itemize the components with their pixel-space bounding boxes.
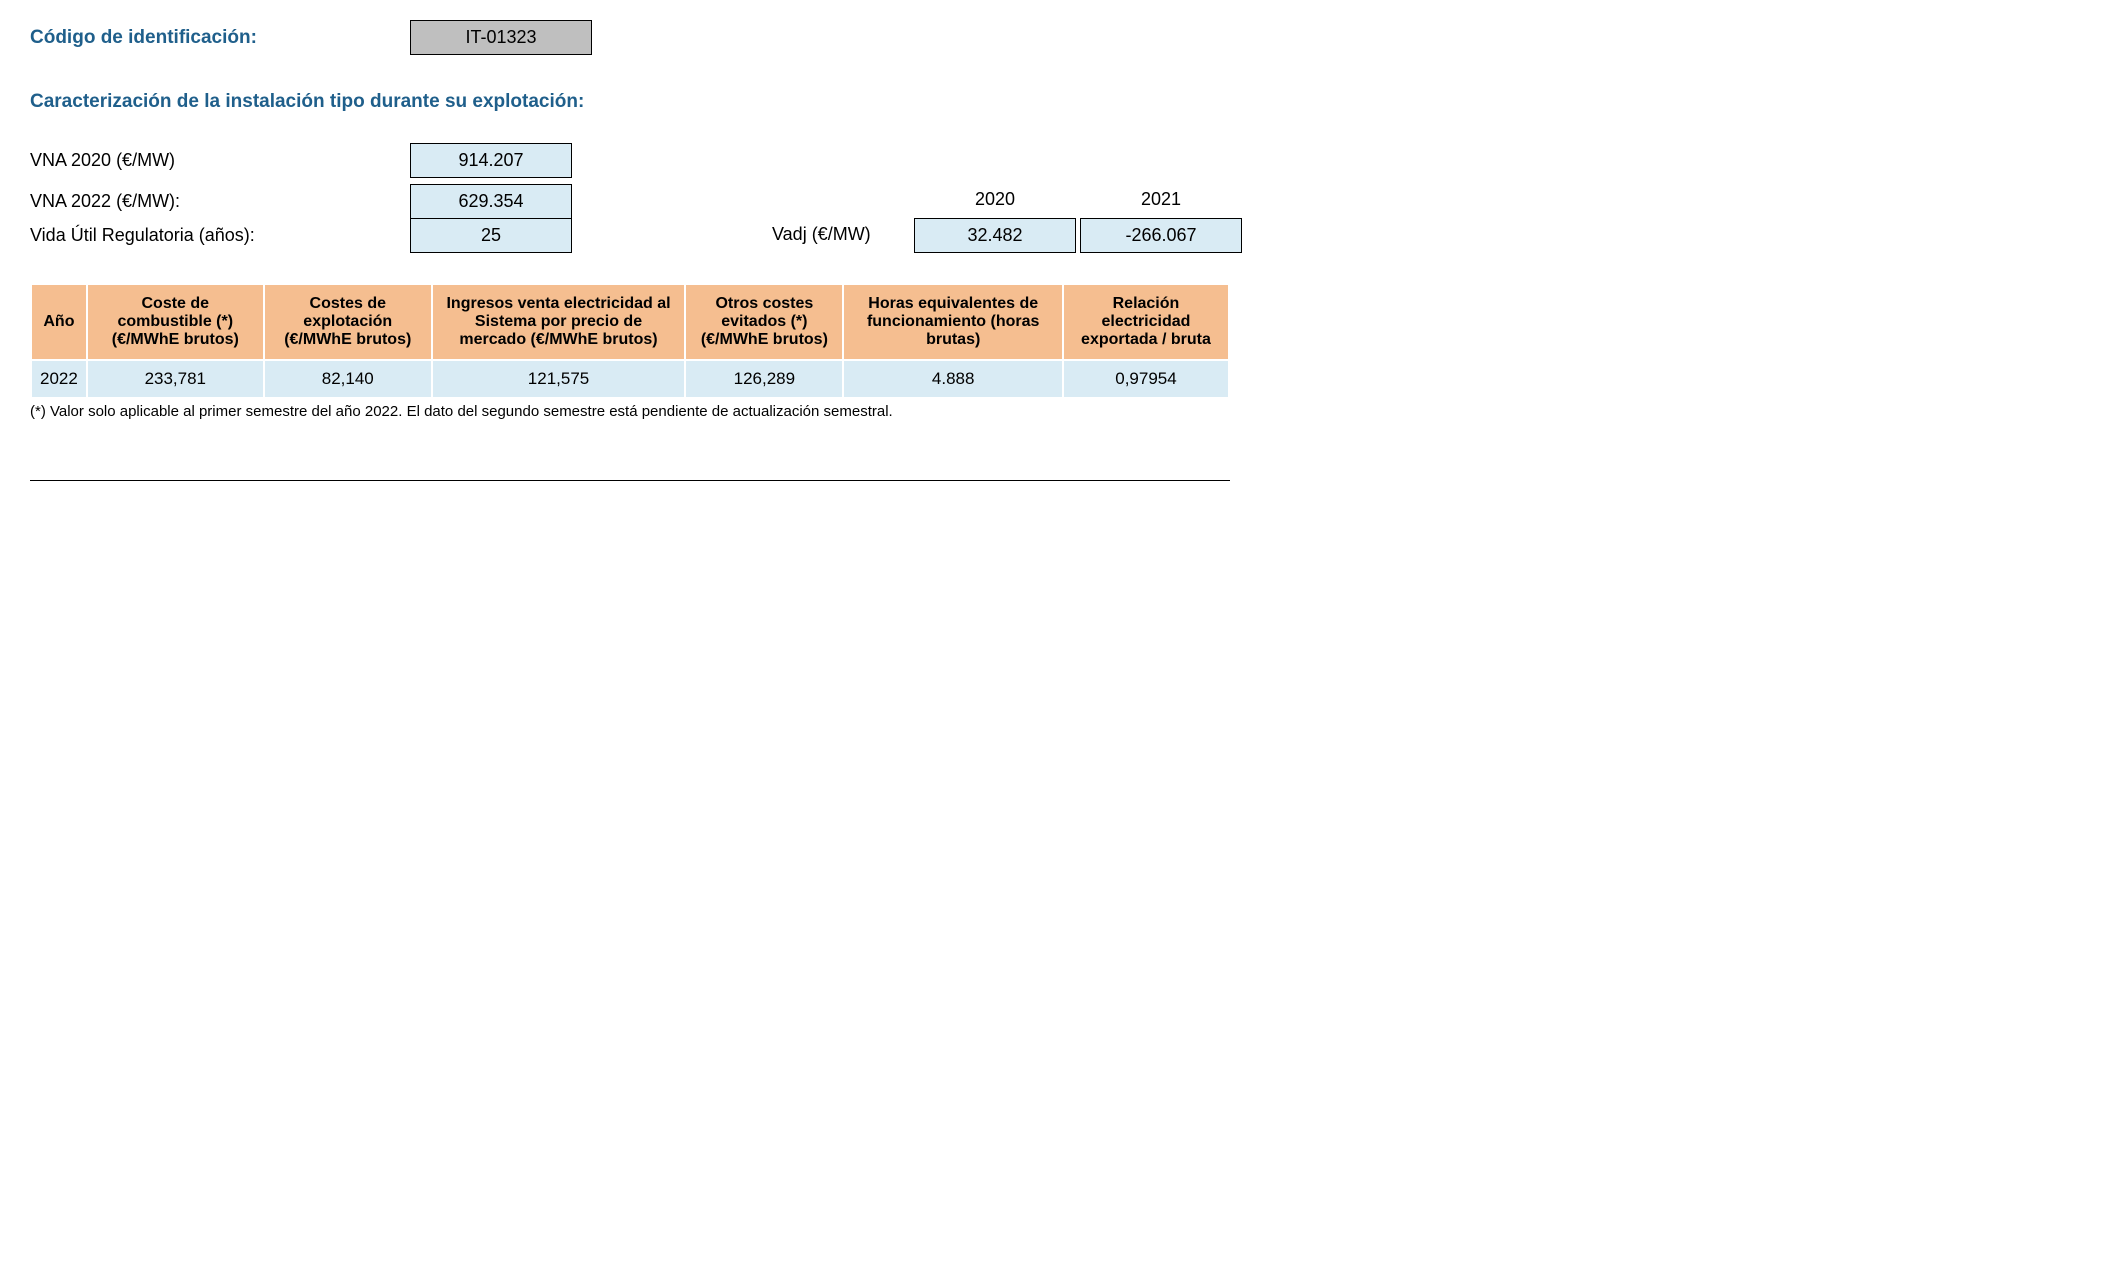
code-row: Código de identificación: IT-01323 bbox=[30, 20, 2096, 55]
vna2020-row: VNA 2020 (€/MW) 914.207 bbox=[30, 143, 2096, 178]
vadj-year-1: 2021 bbox=[1081, 189, 1241, 210]
table-header-cell: Relación electricidad exportada / bruta bbox=[1063, 284, 1229, 360]
vadj-value-1: -266.067 bbox=[1080, 218, 1242, 253]
table-cell: 82,140 bbox=[264, 360, 432, 398]
vna2020-label: VNA 2020 (€/MW) bbox=[30, 150, 410, 171]
vadj-value-0: 32.482 bbox=[914, 218, 1076, 253]
table-cell: 233,781 bbox=[87, 360, 264, 398]
vadj-year-0: 2020 bbox=[915, 189, 1075, 210]
footnote: (*) Valor solo aplicable al primer semes… bbox=[30, 403, 2096, 420]
data-table: Año Coste de combustible (*) (€/MWhE bru… bbox=[30, 283, 1230, 399]
vadj-col-1: 2021 -266.067 bbox=[1080, 189, 1242, 253]
vna2022-label: VNA 2022 (€/MW): bbox=[30, 191, 410, 212]
separator-line bbox=[30, 480, 1230, 481]
table-header-cell: Año bbox=[31, 284, 87, 360]
vida-label: Vida Útil Regulatoria (años): bbox=[30, 225, 410, 246]
table-cell: 0,97954 bbox=[1063, 360, 1229, 398]
table-row: 2022 233,781 82,140 121,575 126,289 4.88… bbox=[31, 360, 1229, 398]
table-cell: 121,575 bbox=[432, 360, 686, 398]
table-header-cell: Coste de combustible (*) (€/MWhE brutos) bbox=[87, 284, 264, 360]
vida-value: 25 bbox=[410, 218, 572, 253]
vadj-label: Vadj (€/MW) bbox=[772, 224, 902, 253]
vna2022-value: 629.354 bbox=[410, 184, 572, 218]
table-header-cell: Costes de explotación (€/MWhE brutos) bbox=[264, 284, 432, 360]
table-header-cell: Ingresos venta electricidad al Sistema p… bbox=[432, 284, 686, 360]
table-cell: 2022 bbox=[31, 360, 87, 398]
code-value-box: IT-01323 bbox=[410, 20, 592, 55]
table-header-row: Año Coste de combustible (*) (€/MWhE bru… bbox=[31, 284, 1229, 360]
table-cell: 126,289 bbox=[685, 360, 843, 398]
vna2020-value: 914.207 bbox=[410, 143, 572, 178]
table-cell: 4.888 bbox=[843, 360, 1062, 398]
table-header-cell: Horas equivalentes de funcionamiento (ho… bbox=[843, 284, 1062, 360]
vadj-block: Vadj (€/MW) 2020 32.482 2021 -266.067 bbox=[772, 189, 1242, 253]
caracterizacion-title: Caracterización de la instalación tipo d… bbox=[30, 91, 2096, 113]
vna2022-row: VNA 2022 (€/MW): 629.354 bbox=[30, 184, 572, 218]
table-header-cell: Otros costes evitados (*) (€/MWhE brutos… bbox=[685, 284, 843, 360]
vadj-col-0: 2020 32.482 bbox=[914, 189, 1076, 253]
vida-row: Vida Útil Regulatoria (años): 25 bbox=[30, 218, 572, 253]
code-label: Código de identificación: bbox=[30, 27, 410, 49]
